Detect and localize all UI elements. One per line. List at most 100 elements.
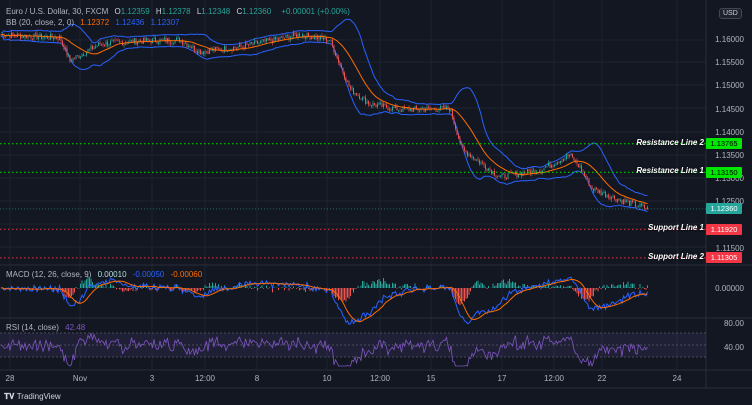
macd-histogram-bar — [405, 283, 407, 288]
candle — [201, 51, 203, 55]
candle — [569, 155, 570, 157]
candle — [249, 42, 251, 46]
candle — [386, 104, 387, 108]
macd-histogram-bar — [546, 286, 548, 288]
macd-histogram-bar — [360, 285, 362, 288]
tradingview-logo[interactable]: 𝐓𝐕 TradingView — [4, 392, 61, 402]
candle — [80, 56, 81, 59]
macd-histogram-bar — [122, 288, 123, 292]
candle — [524, 172, 525, 174]
candle — [581, 165, 582, 172]
macd-histogram-bar — [552, 286, 554, 288]
candle — [636, 206, 638, 208]
candle — [551, 165, 552, 168]
candle — [633, 201, 635, 203]
time-axis-label: 3 — [149, 374, 155, 383]
macd-histogram-bar — [642, 286, 644, 288]
candle — [572, 153, 573, 158]
candle — [276, 38, 278, 40]
macd-histogram-bar — [378, 279, 380, 288]
macd-histogram-bar — [569, 285, 570, 288]
macd-histogram-bar — [620, 284, 621, 288]
candle — [147, 38, 149, 41]
candle — [5, 36, 6, 38]
macd-histogram-bar — [120, 288, 122, 290]
macd-histogram-bar — [96, 283, 98, 288]
macd-label[interactable]: MACD (12, 26, close, 9) — [6, 270, 92, 279]
candle — [411, 108, 413, 112]
macd-histogram-bar — [210, 285, 212, 288]
candle — [296, 34, 297, 38]
macd-histogram-bar — [81, 280, 83, 288]
candle — [446, 106, 447, 110]
macd-histogram-bar — [567, 285, 569, 288]
macd-histogram-bar — [524, 284, 525, 288]
candle — [629, 200, 630, 206]
candle — [576, 160, 578, 165]
macd-histogram-bar — [614, 286, 615, 288]
candle — [438, 109, 440, 112]
candle — [144, 37, 146, 42]
candle — [156, 42, 158, 44]
candle — [545, 166, 546, 168]
macd-hist-value: 0.00010 — [97, 270, 127, 279]
price-axis-label: 1.16000 — [715, 35, 744, 44]
candle — [453, 118, 455, 124]
candle — [210, 48, 212, 51]
symbol-name[interactable]: Euro / U.S. Dollar, 30, FXCM — [6, 7, 109, 16]
candle — [237, 46, 239, 49]
candle — [192, 45, 194, 48]
macd-histogram-bar — [452, 288, 453, 295]
candle — [44, 36, 45, 38]
macd-histogram-bar — [152, 288, 153, 290]
candle — [360, 99, 362, 100]
candle — [552, 165, 554, 167]
candle — [381, 103, 383, 108]
candle — [161, 39, 162, 40]
rsi-label[interactable]: RSI (14, close) — [6, 323, 59, 332]
candle — [273, 36, 275, 43]
rsi-line — [0, 332, 648, 368]
macd-histogram-bar — [171, 288, 173, 291]
candle — [279, 36, 281, 40]
macd-histogram-bar — [482, 283, 483, 288]
candle — [12, 32, 14, 35]
candle — [626, 200, 627, 203]
macd-histogram-bar — [500, 282, 501, 288]
macd-histogram-bar — [80, 283, 81, 288]
candle — [261, 40, 263, 42]
candle — [342, 67, 344, 73]
candle — [90, 45, 92, 49]
bb-lower: 1.12307 — [150, 18, 180, 27]
macd-histogram-bar — [411, 288, 413, 289]
candle — [275, 36, 276, 40]
macd-histogram-bar — [191, 288, 192, 291]
candle — [573, 157, 575, 162]
candle — [542, 170, 543, 173]
macd-histogram-bar — [488, 285, 489, 288]
candle — [599, 190, 600, 193]
candle — [605, 191, 606, 197]
macd-histogram-bar — [551, 287, 552, 288]
candle — [333, 45, 335, 53]
macd-histogram-bar — [129, 288, 131, 291]
currency-button[interactable]: USD — [719, 8, 742, 19]
candle — [318, 36, 320, 40]
bb-label[interactable]: BB (20, close, 2, 0) — [6, 18, 75, 27]
macd-histogram-bar — [611, 284, 612, 288]
macd-histogram-bar — [629, 287, 630, 288]
macd-histogram-bar — [464, 288, 465, 302]
candle — [291, 36, 293, 38]
candle — [500, 175, 501, 177]
candle — [408, 108, 410, 111]
candle — [74, 58, 75, 60]
macd-histogram-bar — [372, 280, 374, 288]
macd-histogram-bar — [204, 285, 206, 288]
candle — [170, 42, 171, 44]
macd-histogram-bar — [186, 288, 188, 292]
candle — [86, 52, 87, 56]
candle — [113, 39, 114, 41]
bb-basis-line — [0, 33, 648, 205]
candle — [330, 39, 332, 41]
